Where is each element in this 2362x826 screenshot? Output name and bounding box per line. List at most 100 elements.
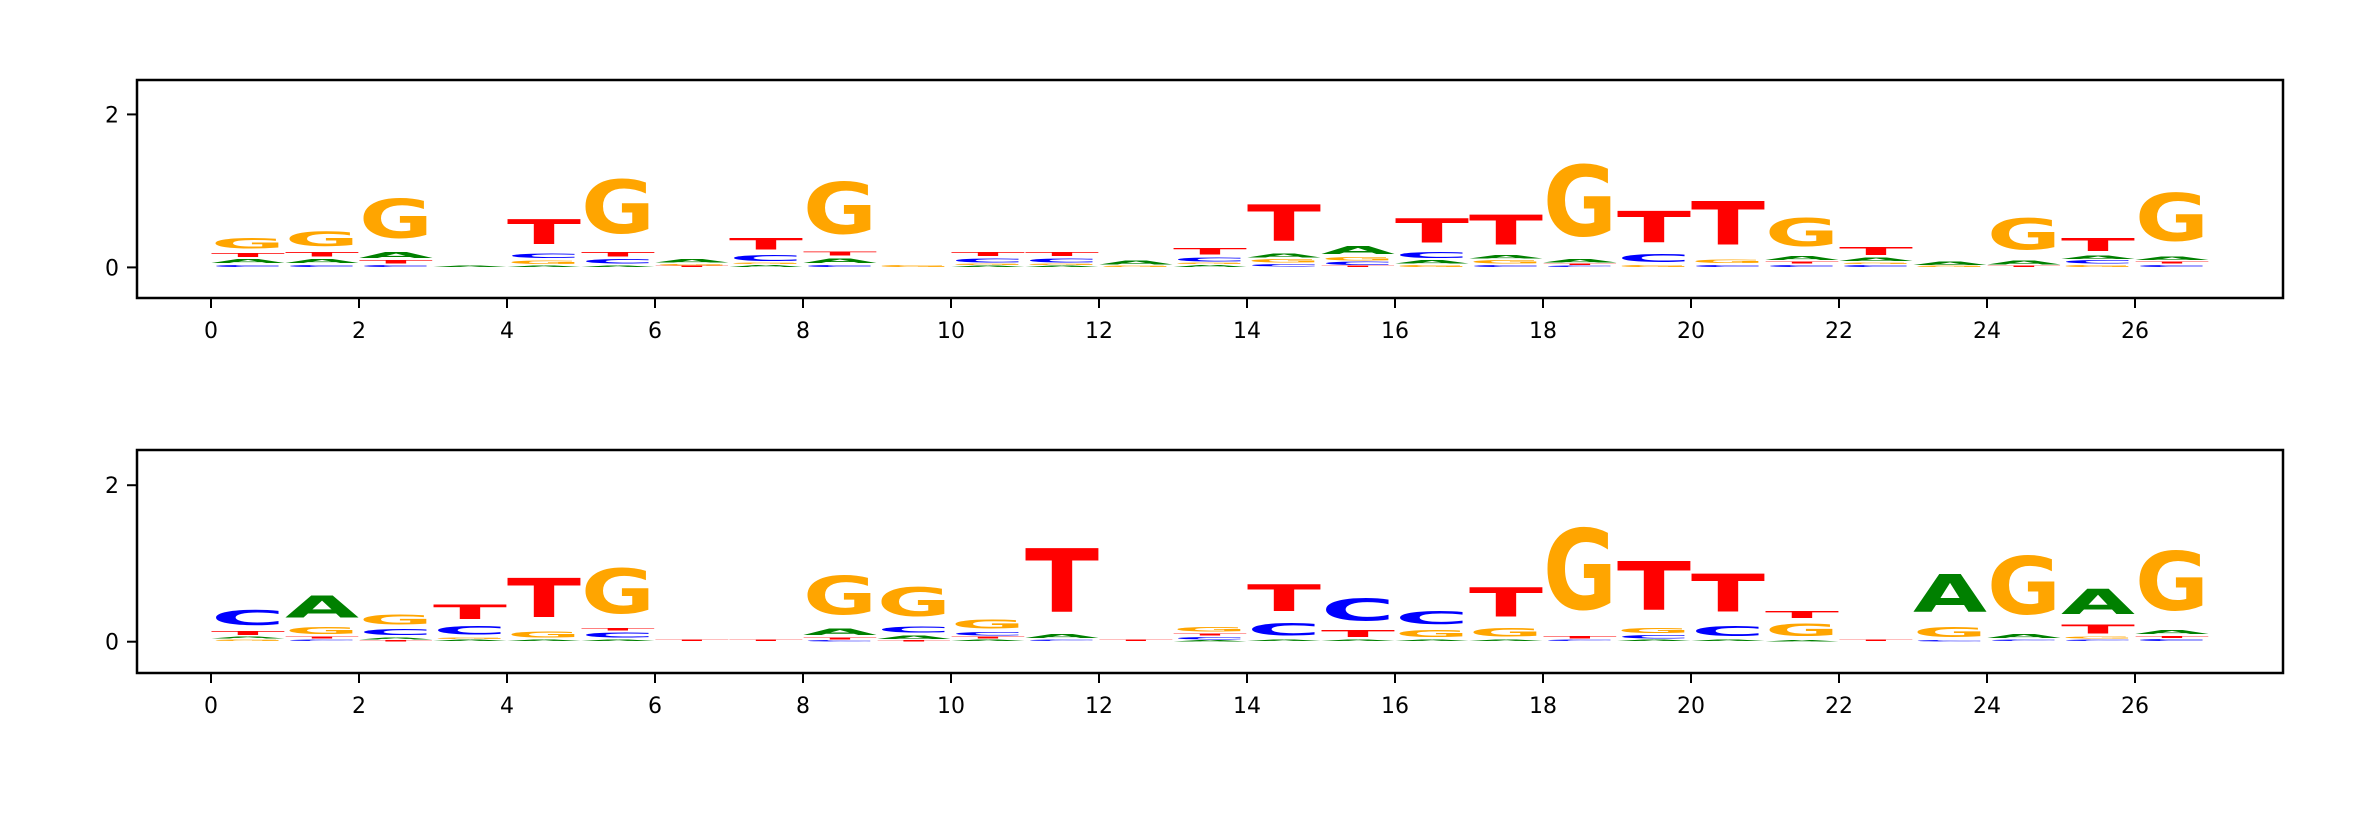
logo-letter-T: T (211, 252, 285, 258)
y-tick-label: 2 (105, 474, 119, 499)
logo-letter-A: A (433, 639, 507, 641)
logo-letter-C: C (1395, 608, 1469, 628)
logo-letter-T: T (285, 251, 359, 259)
x-tick-label: 10 (937, 694, 965, 719)
logo-letter-T: T (581, 628, 655, 632)
logo-letter-C: C (211, 264, 285, 267)
logo-letter-C: C (1395, 251, 1469, 260)
logo-letter-A: A (2135, 629, 2210, 635)
logo-letter-T: T (285, 636, 359, 639)
logo-letter-C: C (285, 264, 359, 267)
logo-letter-A: A (1765, 640, 1839, 642)
logo-letter-T: T (1247, 195, 1322, 253)
logo-letter-G: G (655, 264, 729, 266)
logo-letter-G: G (359, 189, 433, 251)
logo-letter-G: G (877, 580, 951, 626)
logo-letter-C: C (1543, 639, 1617, 641)
logo-letter-T: T (1839, 639, 1913, 641)
logo-letter-C: C (581, 258, 655, 265)
logo-letter-G: G (581, 556, 655, 628)
logo-letter-G: G (359, 612, 433, 628)
logo-letter-T: T (1691, 189, 1765, 259)
logo-letter-T: T (877, 640, 951, 642)
logo-letter-T: T (581, 251, 655, 259)
logo-letter-T: T (1321, 628, 1396, 640)
logo-letter-A: A (433, 265, 507, 267)
x-tick-label: 0 (204, 319, 218, 344)
logo-letter-T: T (1173, 633, 1247, 636)
logo-letter-A: A (1099, 260, 1174, 266)
logo-letter-A: A (285, 589, 359, 624)
logo-letter-A: A (1617, 639, 1691, 641)
logo-letter-T: T (1395, 212, 1469, 251)
x-tick-label: 12 (1085, 694, 1113, 719)
logo-letter-A: A (1765, 255, 1840, 261)
logo-letter-T: T (2135, 635, 2209, 638)
logo-letter-C: C (285, 639, 359, 641)
logo-letter-T: T (729, 639, 803, 641)
logo-letter-T: T (729, 235, 803, 254)
logo-letter-A: A (359, 251, 434, 260)
logo-letter-T: T (1617, 203, 1691, 252)
logo-letter-A: A (1395, 639, 1469, 641)
logo-letter-A: A (359, 637, 433, 640)
logo-letter-G: G (507, 260, 581, 265)
logo-letter-T: T (1469, 207, 1543, 255)
logo-letter-T: T (1247, 578, 1321, 620)
y-tick-label: 0 (105, 256, 119, 281)
y-tick-label: 0 (105, 631, 119, 656)
x-tick-label: 8 (796, 694, 810, 719)
logo-letter-A: A (1395, 260, 1470, 265)
x-tick-label: 10 (937, 319, 965, 344)
logo-letter-A: A (655, 258, 730, 263)
logo-letter-A: A (803, 627, 878, 637)
x-tick-label: 2 (352, 319, 366, 344)
logo-letter-T: T (1617, 548, 1691, 626)
logo-letter-A: A (803, 257, 878, 265)
logo-letter-C: C (2061, 260, 2135, 265)
x-tick-label: 22 (1825, 694, 1853, 719)
x-tick-label: 14 (1233, 694, 1261, 719)
logo-letter-G: G (951, 617, 1025, 632)
logo-letter-A: A (507, 265, 581, 267)
x-tick-label: 4 (500, 694, 514, 719)
logo-letter-C: C (803, 640, 877, 642)
logo-letter-T: T (1173, 246, 1248, 257)
logo-letter-T: T (1025, 251, 1099, 257)
logo-letter-C: C (1321, 261, 1395, 266)
logo-letter-G: G (1173, 626, 1247, 633)
logo-letter-T: T (1987, 266, 2061, 268)
logo-letter-A: A (1025, 633, 1100, 639)
logo-letter-G: G (1765, 212, 1839, 256)
x-tick-label: 12 (1085, 319, 1113, 344)
logo-letter-C: C (951, 632, 1025, 637)
logo-letter-G: G (2061, 264, 2135, 267)
logo-letter-A: A (1839, 257, 1914, 262)
logo-letter-T: T (803, 637, 877, 640)
logo-letter-G: G (1913, 625, 1987, 641)
logo-letter-C: C (951, 257, 1025, 263)
logo-letter-T: T (2061, 235, 2135, 255)
logo-letter-G: G (729, 263, 803, 265)
logo-letter-A: A (729, 264, 803, 267)
logo-letter-A: A (211, 258, 286, 264)
logo-letter-G: G (1543, 506, 1617, 635)
logo-letter-A: A (1173, 264, 1247, 267)
logo-letter-A: A (1025, 265, 1099, 267)
logo-letter-C: C (1247, 620, 1321, 639)
x-tick-label: 16 (1381, 319, 1409, 344)
x-tick-label: 6 (648, 319, 662, 344)
logo-letter-T: T (655, 266, 729, 268)
logo-letter-G: G (433, 637, 507, 639)
axes-frame (135, 448, 2285, 675)
logo-letter-T: T (211, 630, 285, 636)
x-tick-label: 14 (1233, 319, 1261, 344)
x-tick-label: 18 (1529, 319, 1557, 344)
logo-letter-C: C (2135, 264, 2209, 267)
logo-letter-A: A (1247, 639, 1321, 641)
logo-letter-A: A (285, 258, 360, 264)
logo-letter-C: C (211, 606, 285, 630)
logo-letter-C: C (1469, 264, 1543, 267)
logo-letter-G: G (2061, 636, 2135, 639)
